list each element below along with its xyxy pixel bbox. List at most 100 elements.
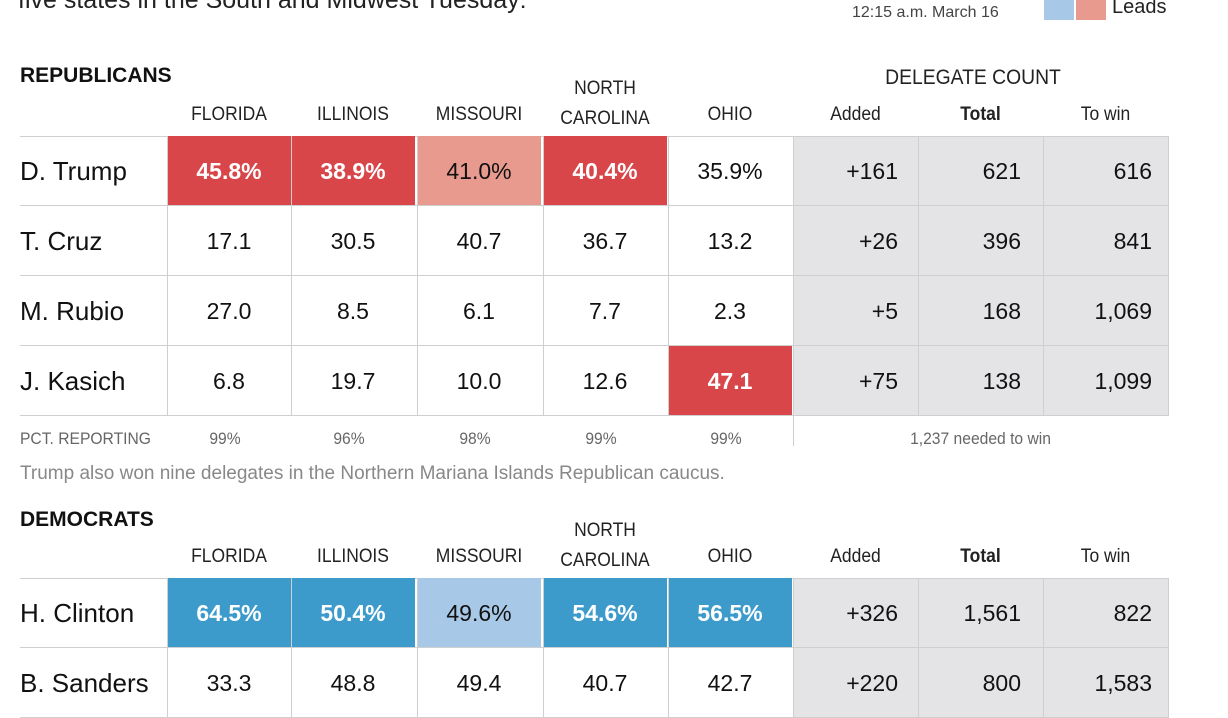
- state-header: OHIO: [707, 104, 753, 125]
- result-cell: 50.4%: [291, 578, 415, 648]
- result-cell: 27.0: [206, 297, 252, 324]
- delegates-total: 1,561: [963, 599, 1021, 626]
- result-cell: 40.7: [456, 227, 502, 254]
- delegates-added: +326: [846, 599, 898, 626]
- row-divider: [20, 275, 1168, 276]
- column-divider: [918, 578, 919, 718]
- result-cell: 19.7: [330, 367, 376, 394]
- state-header: MISSOURI: [435, 104, 523, 125]
- state-header: NORTH CAROLINA: [560, 520, 650, 571]
- delegates-total: 621: [982, 157, 1021, 184]
- row-divider: [20, 647, 1168, 648]
- state-header: FLORIDA: [191, 546, 267, 567]
- legend-dem-swatch: [1044, 0, 1074, 20]
- delegates-to-win: 841: [1113, 227, 1152, 254]
- column-divider: [1168, 136, 1169, 416]
- result-cell: 49.4: [456, 669, 502, 696]
- result-cell: 35.9%: [697, 157, 763, 184]
- row-divider: [20, 205, 1168, 206]
- column-divider: [417, 136, 418, 416]
- pct-reporting-value: 96%: [333, 429, 365, 448]
- delegate-column-header: To win: [1080, 546, 1131, 567]
- pct-reporting-value: 99%: [209, 429, 241, 448]
- column-divider: [668, 136, 669, 416]
- column-divider: [291, 578, 292, 718]
- intro-text: five states in the South and Midwest Tue…: [18, 0, 527, 14]
- result-cell: 49.6%: [417, 578, 541, 648]
- column-divider: [167, 136, 168, 416]
- candidate-name: D. Trump: [20, 155, 127, 186]
- footnote: Trump also won nine delegates in the Nor…: [20, 463, 725, 484]
- delegates-added: +220: [846, 669, 898, 696]
- result-cell: 2.3: [714, 297, 746, 324]
- result-cell: 54.6%: [543, 578, 667, 648]
- state-header: OHIO: [707, 546, 753, 567]
- result-cell: 17.1: [206, 227, 252, 254]
- delegate-column-header: To win: [1080, 104, 1131, 125]
- row-divider: [20, 415, 1168, 416]
- state-header: ILLINOIS: [317, 546, 389, 567]
- delegates-total: 800: [982, 669, 1021, 696]
- result-cell: 13.2: [707, 227, 753, 254]
- pct-reporting-label: PCT. REPORTING: [20, 429, 151, 448]
- result-cell: 64.5%: [167, 578, 291, 648]
- result-cell: 36.7: [582, 227, 628, 254]
- pct-reporting-value: 99%: [710, 429, 742, 448]
- delegate-count-header: DELEGATE COUNT: [885, 66, 1061, 89]
- delegates-total: 396: [982, 227, 1021, 254]
- delegates-added: +5: [871, 297, 898, 324]
- delegates-total: 168: [982, 297, 1021, 324]
- state-header: FLORIDA: [191, 104, 267, 125]
- column-divider: [793, 578, 794, 718]
- result-cell: 42.7: [707, 669, 753, 696]
- column-divider: [918, 136, 919, 416]
- delegates-to-win: 1,099: [1094, 367, 1152, 394]
- result-cell: 7.7: [589, 297, 621, 324]
- column-divider: [793, 136, 794, 416]
- republicans-title: REPUBLICANS: [20, 64, 172, 87]
- delegates-to-win: 1,583: [1094, 669, 1152, 696]
- column-divider: [543, 136, 544, 416]
- delegate-column-header: Total: [960, 104, 1001, 125]
- legend-label: Leads: [1112, 0, 1167, 18]
- result-cell: 33.3: [206, 669, 252, 696]
- delegate-column-header: Added: [830, 104, 881, 125]
- candidate-name: M. Rubio: [20, 295, 125, 326]
- result-cell: 10.0: [456, 367, 502, 394]
- state-header: ILLINOIS: [317, 104, 389, 125]
- result-cell: 6.8: [213, 367, 245, 394]
- result-cell: 12.6: [582, 367, 628, 394]
- row-divider: [20, 345, 1168, 346]
- result-cell: 6.1: [463, 297, 495, 324]
- delegate-column-header: Total: [960, 546, 1001, 567]
- state-header: NORTH CAROLINA: [560, 78, 650, 129]
- pct-reporting-value: 98%: [459, 429, 491, 448]
- result-cell: 40.4%: [543, 136, 667, 206]
- state-header: MISSOURI: [435, 546, 523, 567]
- candidate-name: B. Sanders: [20, 667, 149, 698]
- result-cell: 41.0%: [417, 136, 541, 206]
- column-divider: [1043, 136, 1044, 416]
- candidate-name: J. Kasich: [20, 365, 126, 396]
- timestamp: 12:15 a.m. March 16: [852, 4, 999, 21]
- delegates-added: +161: [846, 157, 898, 184]
- result-cell: 48.8: [330, 669, 376, 696]
- column-divider: [793, 416, 794, 446]
- pct-reporting-value: 99%: [585, 429, 617, 448]
- result-cell: 8.5: [337, 297, 369, 324]
- delegates-total: 138: [982, 367, 1021, 394]
- delegates-added: +75: [858, 367, 898, 394]
- candidate-name: H. Clinton: [20, 597, 135, 628]
- delegates-added: +26: [858, 227, 898, 254]
- column-divider: [1043, 578, 1044, 718]
- delegate-column-header: Added: [830, 546, 881, 567]
- delegates-to-win: 616: [1113, 157, 1152, 184]
- column-divider: [1168, 578, 1169, 718]
- delegates-to-win: 1,069: [1094, 297, 1152, 324]
- column-divider: [291, 136, 292, 416]
- delegates-to-win: 822: [1113, 599, 1152, 626]
- needed-to-win: 1,237 needed to win: [910, 429, 1051, 448]
- result-cell: 38.9%: [291, 136, 415, 206]
- result-cell: 45.8%: [167, 136, 291, 206]
- candidate-name: T. Cruz: [20, 225, 103, 256]
